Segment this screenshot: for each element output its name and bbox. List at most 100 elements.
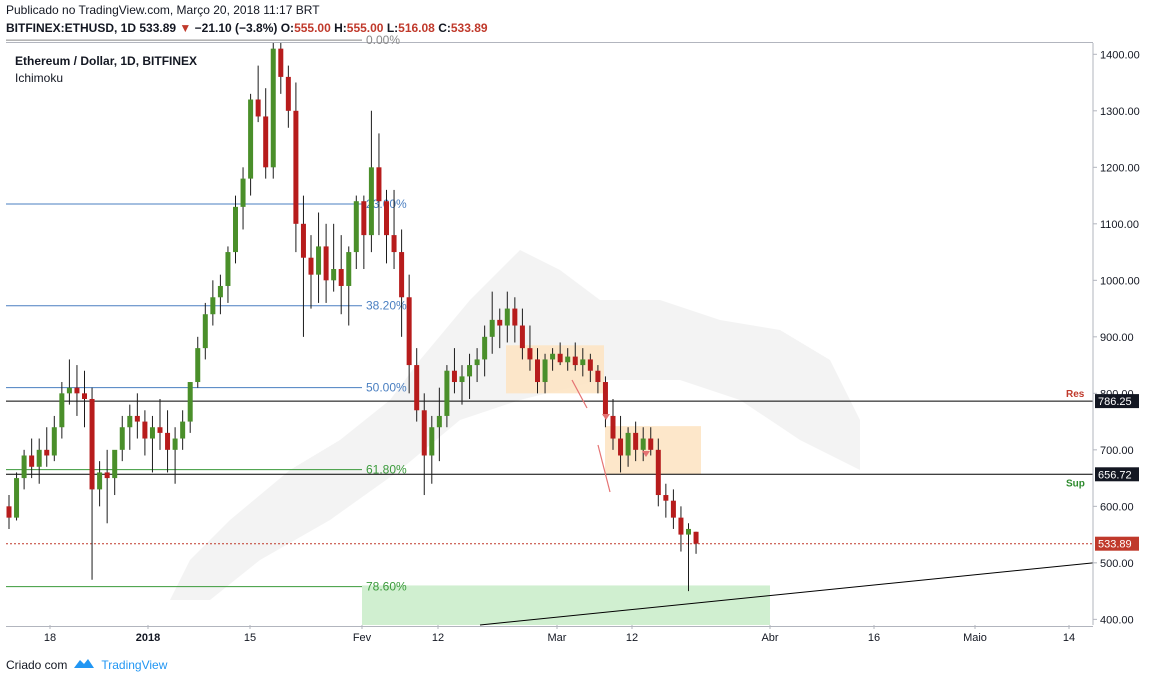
change-down-icon: ▼ bbox=[179, 21, 192, 35]
indicator-label[interactable]: Ichimoku bbox=[15, 71, 64, 85]
candle-body bbox=[663, 495, 669, 501]
open-value: 555.00 bbox=[294, 21, 331, 35]
x-tick-label: Abr bbox=[761, 632, 778, 644]
tradingview-logo-icon[interactable] bbox=[73, 657, 95, 672]
candle-body bbox=[414, 365, 420, 411]
candle-body bbox=[36, 449, 42, 467]
candle-body bbox=[678, 517, 684, 535]
candle-body bbox=[89, 398, 95, 490]
x-tick-label: 2018 bbox=[136, 632, 160, 644]
high-label: H: bbox=[334, 21, 347, 35]
candle-body bbox=[21, 455, 27, 479]
candle-body bbox=[610, 415, 616, 439]
y-tick-label: 400.00 bbox=[1100, 614, 1134, 626]
candle-body bbox=[353, 201, 359, 253]
candle-body bbox=[482, 336, 488, 360]
price-tag bbox=[1095, 536, 1139, 551]
chart-canvas[interactable]: 0.00%23.60%38.20%50.00%61.80%78.60%Res78… bbox=[0, 0, 1151, 655]
candle-body bbox=[655, 449, 661, 496]
last-price: 533.89 bbox=[139, 21, 177, 35]
down-triangle-icon bbox=[602, 414, 610, 420]
fib-label: 78.60% bbox=[366, 580, 407, 594]
candle-body bbox=[210, 297, 216, 315]
candle-body bbox=[97, 472, 103, 490]
candle-body bbox=[217, 285, 223, 298]
chart-title: Ethereum / Dollar, 1D, BITFINEX bbox=[15, 54, 198, 68]
y-tick-label: 1200.00 bbox=[1100, 162, 1140, 174]
candle-body bbox=[225, 252, 231, 286]
candle-body bbox=[104, 472, 110, 479]
candle-body bbox=[323, 246, 329, 281]
candle-body bbox=[157, 427, 163, 433]
high-value: 555.00 bbox=[346, 21, 384, 35]
ichimoku-cloud bbox=[170, 250, 860, 600]
candle-body bbox=[542, 359, 548, 383]
published-info: Publicado no TradingView.com, Março 20, … bbox=[6, 3, 320, 17]
candle-body bbox=[248, 99, 254, 179]
candle-body bbox=[368, 167, 374, 236]
x-tick-label: Mar bbox=[548, 632, 567, 644]
tradingview-link[interactable]: TradingView bbox=[101, 657, 168, 672]
candle-body bbox=[686, 528, 691, 535]
candle-body bbox=[436, 415, 442, 428]
candle-body bbox=[512, 308, 518, 326]
candle-body bbox=[338, 269, 344, 286]
low-value: 516.08 bbox=[398, 21, 435, 35]
candle-body bbox=[565, 356, 571, 363]
candle-body bbox=[406, 297, 412, 366]
candle-body bbox=[127, 415, 133, 428]
price-change: −21.10 (−3.8%) bbox=[194, 21, 278, 35]
symbol-label[interactable]: BITFINEX:ETHUSD, 1D bbox=[6, 21, 137, 35]
x-tick-label: 15 bbox=[244, 632, 256, 644]
chart-frame[interactable] bbox=[6, 42, 1093, 627]
target-zone bbox=[362, 585, 770, 625]
candle-body bbox=[535, 359, 540, 383]
candle-body bbox=[233, 206, 238, 253]
x-tick-label: 12 bbox=[432, 632, 444, 644]
candle-body bbox=[316, 246, 322, 275]
candle-body bbox=[625, 432, 631, 456]
candle-body bbox=[444, 370, 450, 416]
fib-label: 38.20% bbox=[366, 299, 407, 313]
y-tick-label: 1400.00 bbox=[1100, 49, 1140, 61]
candle-body bbox=[384, 201, 389, 236]
close-value: 533.89 bbox=[450, 21, 488, 35]
candle-body bbox=[346, 252, 352, 286]
y-tick-label: 900.00 bbox=[1100, 332, 1134, 344]
candle-body bbox=[557, 353, 563, 363]
created-with-label: Criado com bbox=[6, 657, 68, 672]
candle-body bbox=[82, 393, 87, 399]
candle-body bbox=[421, 410, 427, 456]
candle-body bbox=[51, 427, 57, 456]
candle-body bbox=[693, 531, 699, 544]
x-tick-label: Maio bbox=[963, 632, 987, 644]
x-tick-label: Fev bbox=[353, 632, 372, 644]
low-label: L: bbox=[386, 21, 399, 35]
candle-body bbox=[331, 269, 337, 281]
candle-body bbox=[572, 356, 578, 366]
y-tick-label: 500.00 bbox=[1100, 558, 1134, 570]
candle-body bbox=[633, 432, 639, 450]
y-tick-label: 1100.00 bbox=[1100, 219, 1139, 231]
candle-body bbox=[59, 393, 65, 428]
candle-body bbox=[587, 359, 593, 371]
price-tag-value: 656.72 bbox=[1098, 469, 1132, 481]
candle-body bbox=[202, 314, 208, 349]
candle-body bbox=[300, 223, 306, 258]
candle-body bbox=[361, 201, 367, 236]
candle-body bbox=[399, 252, 405, 298]
candle-body bbox=[595, 370, 601, 383]
candle-body bbox=[308, 257, 314, 275]
candle-body bbox=[149, 427, 155, 439]
candle-body bbox=[429, 427, 435, 456]
symbol-quote: BITFINEX:ETHUSD, 1D 533.89 ▼ −21.10 (−3.… bbox=[6, 21, 488, 35]
x-tick-label: 16 bbox=[868, 632, 880, 644]
candle-body bbox=[180, 421, 186, 439]
price-tag bbox=[1095, 467, 1139, 482]
candle-body bbox=[187, 382, 193, 422]
candle-body bbox=[550, 353, 556, 360]
x-tick-label: 18 bbox=[44, 632, 56, 644]
candle-body bbox=[134, 415, 140, 422]
arrow-1 bbox=[571, 379, 588, 409]
y-tick-label: 1000.00 bbox=[1100, 275, 1140, 287]
